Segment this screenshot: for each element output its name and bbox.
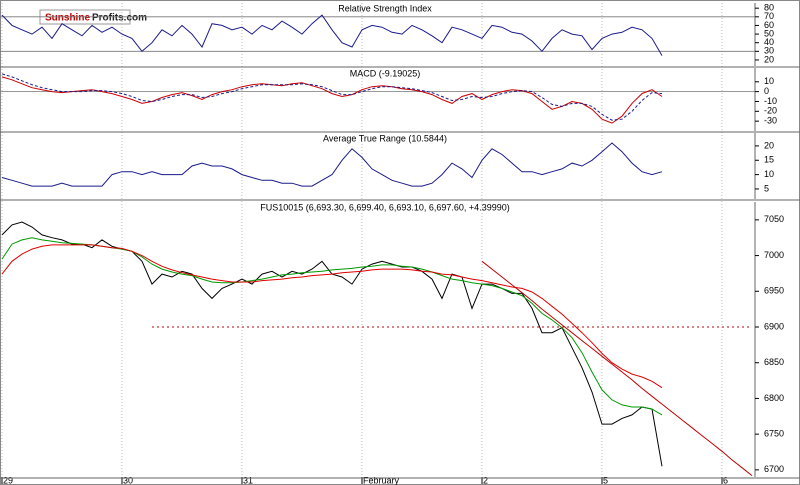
y-tick-label: -30 bbox=[764, 116, 777, 126]
y-tick-label: 6750 bbox=[764, 429, 784, 439]
y-tick-label: -10 bbox=[764, 96, 777, 106]
x-tick-label: 31 bbox=[243, 475, 253, 485]
logo-text: Sunshine bbox=[45, 13, 90, 24]
x-tick-label: 5 bbox=[603, 475, 608, 485]
y-tick-label: 6900 bbox=[764, 321, 784, 331]
panel-title: Relative Strength Index bbox=[338, 3, 432, 13]
y-tick-label: 10 bbox=[764, 76, 774, 86]
series-line bbox=[1, 76, 663, 124]
y-tick-label: 20 bbox=[764, 140, 774, 150]
y-tick-label: 6950 bbox=[764, 286, 784, 296]
y-tick-label: 40 bbox=[764, 37, 774, 47]
series-line bbox=[1, 14, 663, 56]
y-tick-label: 20 bbox=[764, 54, 774, 64]
y-tick-label: 0 bbox=[764, 86, 769, 96]
panel-title: MACD (-9.19025) bbox=[350, 68, 421, 78]
y-tick-label: 15 bbox=[764, 155, 774, 165]
x-tick-label: 29 bbox=[3, 475, 13, 485]
y-tick-label: 6850 bbox=[764, 357, 784, 367]
logo-text: Profits.com bbox=[92, 13, 147, 24]
series-line bbox=[1, 244, 663, 389]
y-tick-label: 50 bbox=[764, 28, 774, 38]
y-tick-label: 7050 bbox=[764, 214, 784, 224]
y-tick-label: 6700 bbox=[764, 464, 784, 474]
y-tick-label: -20 bbox=[764, 106, 777, 116]
y-tick-label: 80 bbox=[764, 3, 774, 13]
x-tick-label: 2 bbox=[483, 475, 488, 485]
y-tick-label: 10 bbox=[764, 169, 774, 179]
x-tick-label: February bbox=[363, 475, 400, 485]
x-tick-label: 30 bbox=[123, 475, 133, 485]
panel-title: FUS10015 (6,693.30, 6,699.40, 6,693.10, … bbox=[260, 202, 509, 212]
y-tick-label: 5 bbox=[764, 183, 769, 193]
y-tick-label: 70 bbox=[764, 11, 774, 21]
y-tick-label: 30 bbox=[764, 46, 774, 56]
y-tick-label: 7000 bbox=[764, 250, 784, 260]
y-tick-label: 6800 bbox=[764, 393, 784, 403]
y-tick-label: 60 bbox=[764, 20, 774, 30]
series-line bbox=[481, 260, 753, 476]
series-line bbox=[1, 73, 663, 121]
panel-title: Average True Range (10.5844) bbox=[323, 133, 447, 143]
x-tick-label: 6 bbox=[723, 475, 728, 485]
series-line bbox=[1, 142, 663, 187]
